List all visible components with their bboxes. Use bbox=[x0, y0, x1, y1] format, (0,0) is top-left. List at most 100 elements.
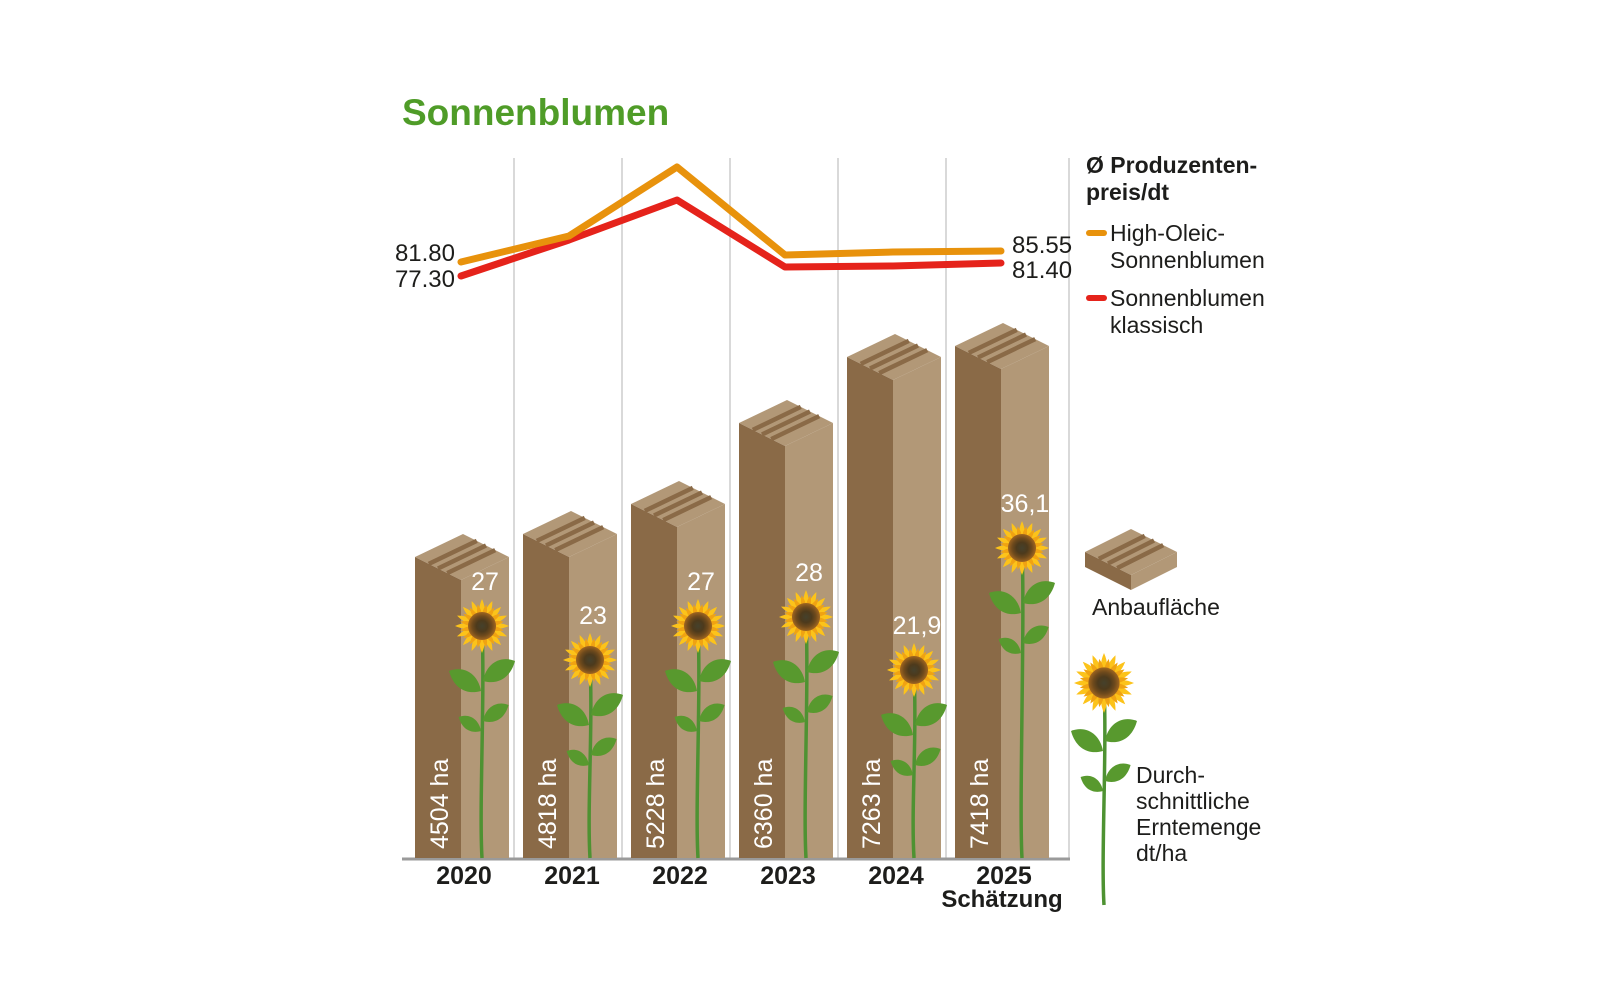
sunflower-stem bbox=[695, 625, 701, 859]
sunflower-disc bbox=[683, 611, 713, 641]
sunflower-leaf bbox=[557, 703, 589, 727]
yield-sunflower-2023: 28 bbox=[773, 559, 839, 859]
price-label-last-klassisch: 81.40 bbox=[1012, 257, 1072, 284]
yield-value-label: 23 bbox=[579, 602, 607, 630]
sunflower-leaf bbox=[998, 637, 1021, 654]
slab-front-face bbox=[1085, 552, 1131, 590]
bar-top-stripe bbox=[977, 332, 1027, 360]
area-bar-2021: 4818 ha bbox=[523, 511, 617, 858]
sunflower-leaf bbox=[699, 703, 725, 722]
yield-value-label: 27 bbox=[687, 568, 715, 596]
area-bars-layer: 4504 ha 4818 ha 5228 ha 6360 ha 7263 ha 7418 … bbox=[415, 323, 1049, 858]
bar-top-stripe bbox=[967, 327, 1018, 355]
yield-value-label: 27 bbox=[471, 568, 499, 596]
yield-sunflower-2022: 27 bbox=[665, 568, 731, 859]
high-oleic-line-swatch-icon bbox=[1086, 230, 1107, 236]
bar-front-face bbox=[847, 357, 893, 858]
gridlines-layer bbox=[402, 158, 1070, 861]
bar-top-stripe bbox=[878, 348, 929, 376]
klassisch-line-swatch-icon bbox=[1086, 295, 1107, 301]
bar-area-label: 4504 ha bbox=[426, 759, 454, 849]
sunflower-leaf bbox=[782, 706, 805, 723]
area-bar-2023: 6360 ha bbox=[739, 400, 833, 858]
bar-top-stripe bbox=[643, 485, 694, 513]
sunflower-leaf bbox=[1105, 719, 1137, 743]
sunflower-leaf bbox=[483, 659, 515, 683]
sunflower-disc bbox=[791, 602, 821, 632]
sunflower-leaf bbox=[1080, 775, 1103, 792]
sunflower-stem bbox=[911, 669, 917, 859]
legend-icons-layer bbox=[1071, 529, 1177, 906]
yield-legend-label: Durch- schnittliche Erntemenge dt/ha bbox=[1136, 762, 1262, 866]
bar-top-stripe bbox=[869, 343, 919, 371]
bar-top-stripe bbox=[545, 520, 595, 548]
legend-item-high-oleic: High-Oleic- Sonnenblumen bbox=[1086, 220, 1316, 274]
bar-area-label: 7418 ha bbox=[966, 759, 994, 849]
bar-top-stripe bbox=[437, 543, 487, 571]
legend-item-klassisch: Sonnenblumen klassisch bbox=[1086, 285, 1316, 339]
price-line-high-oleic bbox=[457, 163, 1005, 266]
chart-title: Sonnenblumen bbox=[402, 92, 670, 133]
bar-top-stripe bbox=[986, 337, 1037, 365]
area-legend-label: Anbaufläche bbox=[1092, 594, 1220, 620]
price-label-last-high-oleic: 85.55 bbox=[1012, 232, 1072, 259]
bar-area-label: 4818 ha bbox=[534, 759, 562, 849]
sunflower-leaf bbox=[773, 660, 805, 684]
bar-top-stripe bbox=[653, 490, 703, 518]
sunflower-leaf bbox=[665, 669, 697, 693]
sunflower-stem bbox=[479, 625, 485, 859]
year-label: 2022 bbox=[652, 862, 708, 890]
sunflower-disc bbox=[467, 611, 497, 641]
slab-stripe bbox=[1097, 533, 1146, 561]
sunflower-leaf bbox=[881, 713, 913, 737]
bar-front-face bbox=[739, 423, 785, 858]
sunflower-leaf bbox=[915, 747, 941, 766]
price-line-klassisch bbox=[457, 196, 1005, 280]
sunflower-leaf bbox=[807, 694, 833, 713]
bar-area-label: 7263 ha bbox=[858, 759, 886, 849]
slab-stripe bbox=[1106, 538, 1156, 566]
yield-sunflower-2020: 27 bbox=[449, 568, 515, 859]
erntemenge-sunflower-icon bbox=[1071, 653, 1137, 906]
sunflower-leaf bbox=[1023, 581, 1055, 605]
year-label: 2023 bbox=[760, 862, 816, 890]
sunflower-leaf bbox=[591, 737, 617, 756]
bar-side-face bbox=[785, 423, 833, 858]
sunflower-stem bbox=[1101, 682, 1107, 906]
sunflower-leaf bbox=[566, 749, 589, 766]
sunflower-leaf bbox=[807, 650, 839, 674]
bar-top-stripe bbox=[662, 495, 713, 523]
year-label: 2025 bbox=[976, 862, 1032, 890]
sunflower-leaf bbox=[1105, 763, 1131, 782]
yield-sunflowers-layer: 27 23 27 28 21,9 36,1 bbox=[449, 490, 1055, 859]
sunflower-stem bbox=[587, 659, 593, 859]
bar-area-label: 5228 ha bbox=[642, 759, 670, 849]
year-label: 2020 bbox=[436, 862, 492, 890]
bar-top-stripe bbox=[554, 525, 605, 553]
legend-label-high-oleic: High-Oleic- Sonnenblumen bbox=[1110, 220, 1265, 273]
bar-side-face bbox=[893, 357, 941, 858]
bar-top-stripe bbox=[751, 404, 802, 432]
sunflower-leaf bbox=[458, 715, 481, 732]
yield-sunflower-2025: 36,1 bbox=[989, 490, 1055, 859]
sunflower-leaf bbox=[1071, 729, 1103, 753]
sunflower-leaf bbox=[890, 759, 913, 776]
yield-value-label: 36,1 bbox=[1001, 490, 1050, 518]
yield-sunflower-2021: 23 bbox=[557, 602, 623, 859]
year-label: 2021 bbox=[544, 862, 600, 890]
sunflower-leaf bbox=[1023, 625, 1049, 644]
bar-top-stripe bbox=[427, 538, 478, 566]
bar-front-face bbox=[631, 504, 677, 858]
price-label-first-high-oleic: 81.80 bbox=[395, 240, 455, 267]
bar-side-face bbox=[569, 534, 617, 858]
sunflower-leaf bbox=[915, 703, 947, 727]
area-bar-2024: 7263 ha bbox=[847, 334, 941, 858]
sunflower-disc bbox=[1007, 533, 1037, 563]
sunflower-leaf bbox=[591, 693, 623, 717]
sunflower-stem bbox=[803, 616, 809, 859]
sunflower-disc bbox=[575, 645, 605, 675]
